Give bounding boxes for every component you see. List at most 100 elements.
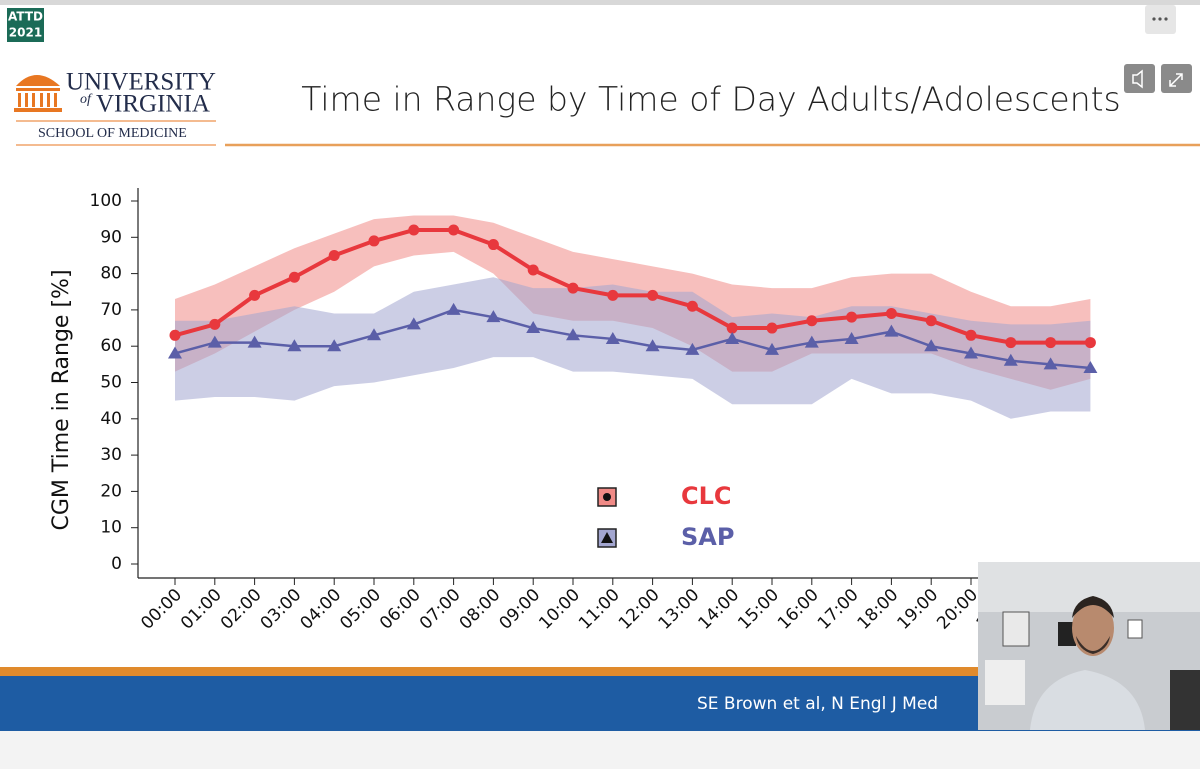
speaker-icon (1132, 69, 1143, 89)
x-tick-label: 03:00 (257, 585, 306, 634)
x-tick-label: 01:00 (177, 585, 226, 634)
x-tick-label: 20:00 (933, 585, 982, 634)
y-tick-label: 70 (100, 300, 122, 320)
hair (1072, 596, 1114, 618)
y-tick-label: 0 (111, 554, 122, 574)
point (884, 324, 899, 337)
point (846, 311, 858, 323)
rotunda-part (40, 93, 43, 107)
wall-frame (1127, 619, 1143, 639)
point (607, 289, 619, 301)
fullscreen-button[interactable] (1161, 64, 1192, 93)
x-tick-label: 08:00 (456, 585, 505, 634)
point (645, 339, 660, 352)
point (605, 331, 620, 344)
speaker-video (978, 562, 1200, 730)
rotunda-dome (16, 75, 60, 86)
rotunda-part (16, 88, 60, 91)
audio-button[interactable] (1124, 64, 1155, 93)
x-tick-label: 02:00 (217, 585, 266, 634)
attd-logo: ATTD 2021 (7, 8, 44, 42)
point (367, 328, 381, 341)
x-tick-label: 05:00 (336, 585, 385, 634)
point (209, 318, 221, 330)
top-bar (0, 0, 1200, 5)
slide-title: Time in Range by Time of Day Adults/Adol… (301, 80, 1121, 119)
point (207, 335, 222, 348)
shirt (1030, 670, 1145, 730)
point (726, 322, 738, 334)
point (1003, 353, 1018, 366)
dot (1152, 17, 1156, 21)
x-tick-label: 04:00 (296, 585, 345, 634)
chair (985, 660, 1025, 705)
y-tick-label: 10 (100, 518, 122, 538)
rotunda-part (32, 93, 35, 107)
rotunda-part (47, 93, 50, 107)
point (1005, 337, 1017, 349)
x-tick-label: 14:00 (694, 585, 743, 634)
legend-label: CLC (681, 482, 732, 510)
x-tick-label: 16:00 (774, 585, 823, 634)
y-tick-label: 80 (100, 264, 122, 284)
citation: SE Brown et al, N Engl J Med (697, 694, 938, 714)
rotunda-part (14, 108, 62, 112)
x-tick-label: 07:00 (416, 585, 465, 634)
point (885, 308, 897, 320)
x-tick-label: 12:00 (615, 585, 664, 634)
chart: CGM Time in Range [%] 0 10 20 30 40 50 60 70 80 9… (49, 188, 1103, 634)
x-tick-label: 18:00 (854, 585, 903, 634)
logo-text: 2021 (9, 26, 42, 40)
bottom-area (0, 731, 1200, 769)
x-tick-label: 13:00 (655, 585, 704, 634)
x-tick-label: 09:00 (495, 585, 544, 634)
y-tick-label: 100 (90, 191, 122, 211)
legend-marker (603, 493, 611, 501)
x-tick-label: 19:00 (893, 585, 942, 634)
point (168, 346, 182, 359)
point (408, 224, 420, 236)
university-text: VIRGINIA (96, 91, 210, 118)
x-tick-label: 06:00 (376, 585, 425, 634)
y-axis-label: CGM Time in Range [%] (49, 269, 74, 530)
point (567, 282, 579, 294)
x-tick-label: 15:00 (734, 585, 783, 634)
university-text: of (80, 92, 93, 107)
y-tick-label: 90 (100, 227, 122, 247)
point (368, 235, 380, 247)
legend-marker (601, 532, 613, 543)
wall-frame (1002, 611, 1030, 647)
more-button[interactable] (1145, 5, 1176, 34)
point (964, 346, 978, 359)
x-tick-label: 17:00 (814, 585, 863, 634)
y-tick-label: 20 (100, 481, 122, 501)
x-tick-label: 11:00 (575, 585, 624, 634)
uva-logo: UNIVERSITY of VIRGINIA SCHOOL OF MEDICIN… (14, 69, 216, 146)
legend-label: SAP (681, 523, 734, 551)
x-tick-label: 00:00 (137, 585, 186, 634)
point (804, 335, 819, 348)
point (249, 289, 261, 301)
point (1083, 360, 1098, 373)
series-line (174, 308, 1091, 370)
point (844, 331, 859, 344)
university-text: UNIVERSITY (66, 69, 216, 96)
point (446, 302, 461, 315)
point (287, 339, 302, 352)
button-bg (1124, 64, 1155, 93)
y-tick-label: 60 (100, 336, 122, 356)
point (169, 329, 181, 341)
point (766, 322, 778, 334)
tv (1058, 622, 1076, 646)
beard (1076, 636, 1110, 654)
logo-text: ATTD (8, 10, 43, 24)
point (1084, 337, 1096, 349)
dot (1164, 17, 1168, 21)
logo-box (7, 8, 44, 42)
head (1072, 600, 1114, 656)
point (1045, 337, 1057, 349)
y-tick-label: 30 (100, 445, 122, 465)
point (725, 331, 740, 344)
